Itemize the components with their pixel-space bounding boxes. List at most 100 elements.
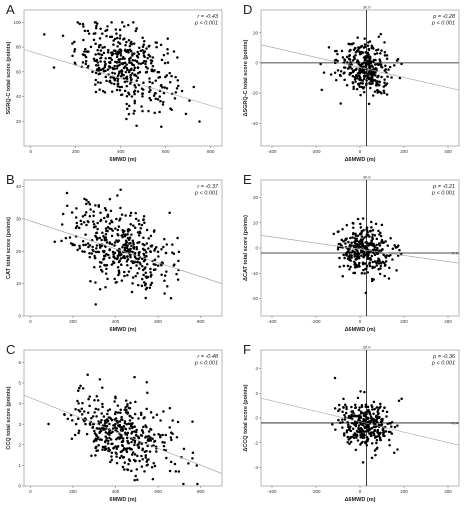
data-point-a	[147, 45, 150, 48]
data-point-a	[109, 51, 113, 55]
data-point-f	[387, 438, 391, 442]
data-point-b	[65, 191, 69, 195]
data-point-e	[379, 231, 382, 235]
data-point-a	[82, 38, 85, 42]
data-point-b	[142, 215, 146, 218]
data-point-b	[137, 219, 140, 222]
data-point-d	[363, 37, 366, 40]
data-point-a	[168, 81, 172, 84]
data-point-f	[379, 424, 383, 427]
data-point-b	[68, 236, 72, 239]
data-point-b	[131, 239, 135, 242]
data-point-d	[352, 85, 355, 89]
data-point-c	[93, 399, 96, 402]
data-point-c	[134, 474, 137, 478]
data-point-a	[101, 32, 104, 35]
y-tick-label-a: 40	[16, 94, 22, 99]
data-point-e	[349, 265, 352, 269]
data-point-c	[108, 416, 112, 420]
data-point-a	[118, 60, 121, 64]
data-point-c	[147, 430, 151, 433]
data-point-d	[343, 59, 347, 62]
data-point-f	[385, 410, 389, 414]
data-point-f	[345, 430, 349, 434]
x-tick-label-f: -400	[267, 489, 277, 494]
data-point-a	[94, 83, 97, 86]
data-point-c	[76, 399, 79, 403]
x-tick-label-f: 0	[359, 489, 362, 494]
data-point-b	[117, 269, 121, 272]
data-point-b	[137, 253, 141, 257]
data-point-d	[363, 43, 367, 46]
data-point-a	[106, 51, 110, 54]
data-point-c	[76, 417, 80, 421]
data-point-b	[82, 243, 85, 247]
data-point-a	[117, 72, 121, 75]
data-point-c	[86, 411, 90, 414]
data-point-e	[351, 236, 354, 239]
data-point-b	[104, 233, 108, 236]
data-point-b	[130, 290, 134, 294]
data-point-a	[158, 110, 161, 114]
data-point-a	[137, 52, 141, 56]
data-point-a	[143, 39, 146, 43]
data-point-a	[136, 76, 140, 79]
data-point-f	[347, 438, 350, 441]
data-point-b	[98, 260, 102, 264]
data-point-b	[88, 202, 92, 206]
data-point-e	[377, 229, 380, 233]
data-point-e	[347, 251, 351, 254]
data-point-b	[115, 280, 118, 284]
data-point-a	[93, 59, 96, 62]
data-point-e	[372, 242, 375, 246]
data-point-d	[382, 89, 386, 92]
data-point-d	[384, 84, 387, 87]
data-point-b	[160, 263, 163, 267]
data-point-b	[93, 256, 97, 260]
data-point-b	[142, 218, 145, 221]
data-point-a	[176, 79, 180, 82]
data-point-b	[93, 266, 96, 269]
data-point-c	[87, 397, 90, 401]
data-point-b	[124, 214, 127, 217]
data-point-a	[118, 63, 121, 67]
data-point-a	[92, 57, 96, 61]
data-point-a	[139, 62, 143, 66]
data-point-a	[130, 43, 134, 46]
data-point-f	[366, 430, 370, 433]
stat-text-e: p < 0.001	[431, 191, 455, 197]
data-point-d	[372, 47, 375, 50]
data-point-e	[367, 244, 371, 247]
data-point-c	[125, 436, 129, 440]
data-point-c	[121, 465, 125, 469]
data-point-d	[365, 79, 368, 82]
data-point-e	[341, 228, 344, 231]
data-point-a	[115, 88, 119, 92]
data-point-b	[149, 271, 152, 274]
data-point-f	[364, 405, 367, 408]
data-point-a	[103, 65, 106, 69]
data-point-b	[112, 260, 115, 263]
data-point-d	[385, 54, 389, 57]
data-point-a	[176, 56, 179, 59]
data-point-f	[345, 405, 348, 409]
data-point-c	[77, 389, 80, 393]
y-tick-label-e: 10	[253, 220, 259, 225]
data-point-d	[369, 86, 372, 90]
data-point-b	[150, 281, 154, 285]
data-point-a	[151, 81, 154, 85]
data-point-e	[376, 252, 380, 255]
data-point-e	[371, 228, 375, 232]
data-point-c	[124, 399, 128, 402]
data-point-c	[74, 407, 77, 411]
data-point-a	[102, 51, 106, 55]
data-point-b	[94, 204, 97, 207]
data-point-d	[336, 59, 339, 63]
data-point-b	[134, 274, 137, 278]
data-point-b	[149, 267, 152, 271]
data-point-f	[388, 444, 391, 447]
data-point-a	[123, 80, 127, 84]
data-point-d	[351, 81, 355, 85]
panel-label-f: F	[243, 342, 251, 357]
data-point-d	[365, 63, 368, 66]
